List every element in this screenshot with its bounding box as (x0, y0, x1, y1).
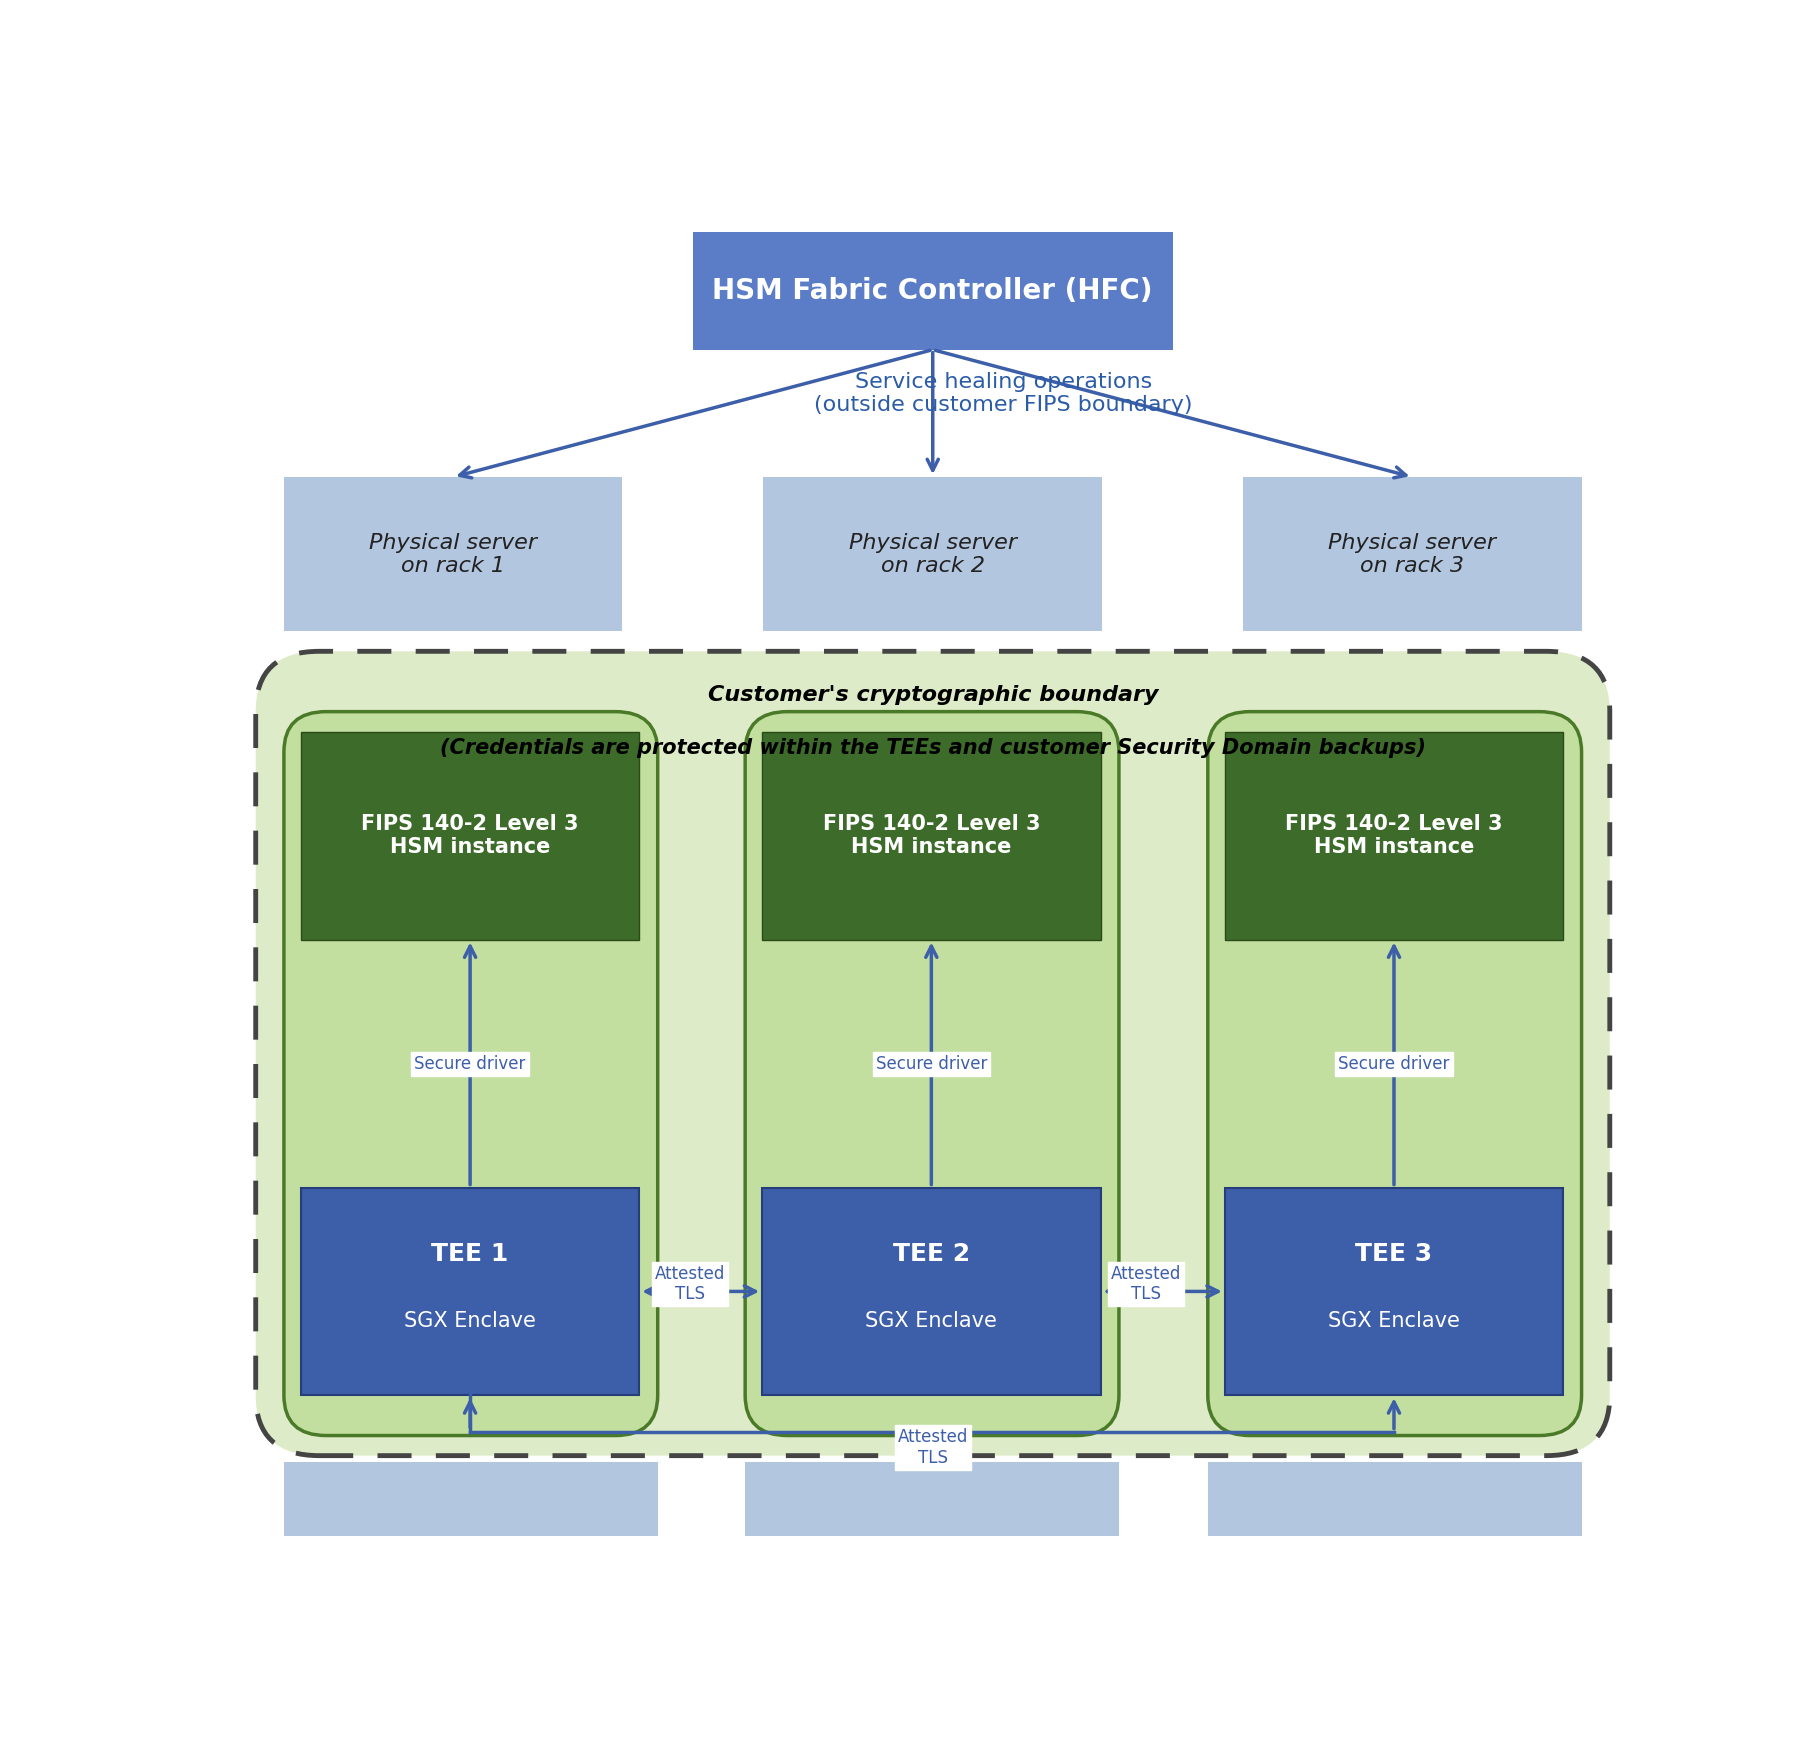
Text: SGX Enclave: SGX Enclave (1329, 1311, 1460, 1330)
Text: Secure driver: Secure driver (1338, 1055, 1451, 1072)
Text: Attested
TLS: Attested TLS (1110, 1264, 1181, 1304)
FancyBboxPatch shape (284, 1462, 657, 1536)
FancyBboxPatch shape (1225, 1187, 1563, 1395)
FancyBboxPatch shape (300, 1187, 639, 1395)
FancyBboxPatch shape (300, 731, 639, 940)
FancyBboxPatch shape (693, 232, 1172, 350)
Text: SGX Enclave: SGX Enclave (864, 1311, 997, 1330)
FancyBboxPatch shape (284, 712, 657, 1436)
Text: TEE 3: TEE 3 (1356, 1241, 1432, 1266)
Text: Attested
TLS: Attested TLS (897, 1428, 968, 1468)
FancyBboxPatch shape (1225, 731, 1563, 940)
Text: SGX Enclave: SGX Enclave (404, 1311, 537, 1330)
Text: FIPS 140-2 Level 3
HSM instance: FIPS 140-2 Level 3 HSM instance (1285, 815, 1503, 857)
Text: (Credentials are protected within the TEEs and customer Security Domain backups): (Credentials are protected within the TE… (440, 738, 1425, 759)
FancyBboxPatch shape (763, 1187, 1101, 1395)
FancyBboxPatch shape (763, 731, 1101, 940)
Text: Physical server
on rack 3: Physical server on rack 3 (1329, 533, 1496, 576)
Text: Service healing operations
(outside customer FIPS boundary): Service healing operations (outside cust… (814, 371, 1192, 414)
FancyBboxPatch shape (1208, 712, 1582, 1436)
FancyBboxPatch shape (1208, 1462, 1582, 1536)
Text: Secure driver: Secure driver (415, 1055, 526, 1072)
Text: Customer's cryptographic boundary: Customer's cryptographic boundary (708, 684, 1158, 705)
Text: Secure driver: Secure driver (875, 1055, 986, 1072)
Text: Physical server
on rack 1: Physical server on rack 1 (369, 533, 537, 576)
Text: FIPS 140-2 Level 3
HSM instance: FIPS 140-2 Level 3 HSM instance (362, 815, 579, 857)
Text: TEE 2: TEE 2 (894, 1241, 970, 1266)
FancyBboxPatch shape (744, 712, 1119, 1436)
FancyBboxPatch shape (284, 477, 622, 632)
Text: HSM Fabric Controller (HFC): HSM Fabric Controller (HFC) (712, 277, 1154, 305)
FancyBboxPatch shape (255, 651, 1609, 1455)
Text: FIPS 140-2 Level 3
HSM instance: FIPS 140-2 Level 3 HSM instance (823, 815, 1039, 857)
FancyBboxPatch shape (744, 1462, 1119, 1536)
FancyBboxPatch shape (1243, 477, 1582, 632)
Text: Physical server
on rack 2: Physical server on rack 2 (848, 533, 1017, 576)
Text: Attested
TLS: Attested TLS (655, 1264, 726, 1304)
Text: TEE 1: TEE 1 (431, 1241, 510, 1266)
FancyBboxPatch shape (764, 477, 1103, 632)
